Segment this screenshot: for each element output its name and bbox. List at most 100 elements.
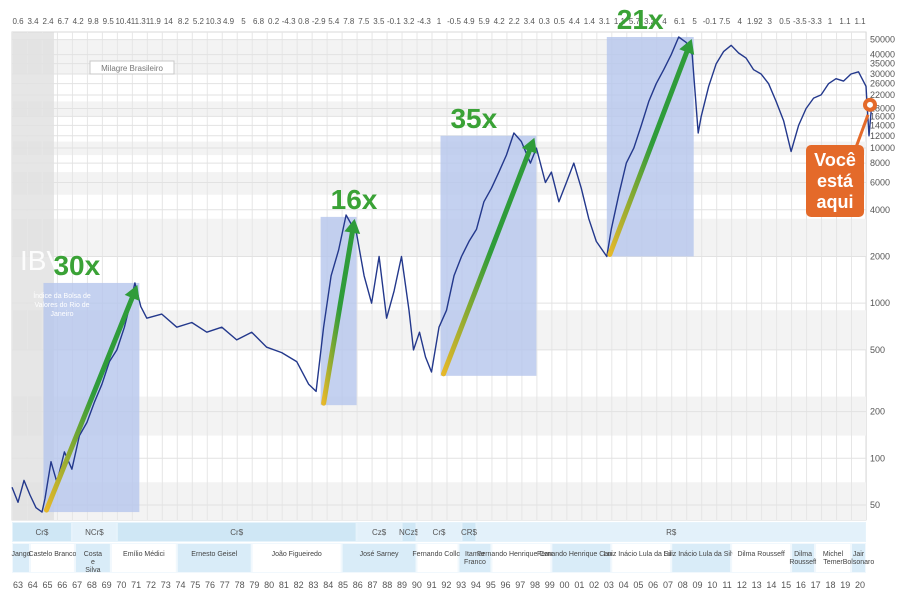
index-subtitle: Índice da Bolsa de Valores do Rio de Janei… bbox=[33, 291, 91, 318]
top-value-label: 5.9 bbox=[479, 17, 491, 26]
x-tick-label: 76 bbox=[205, 580, 215, 590]
x-tick-label: 73 bbox=[161, 580, 171, 590]
top-value-label: 1.92 bbox=[747, 17, 763, 26]
y-tick-label: 40000 bbox=[870, 50, 895, 60]
currency-label: NCz$ bbox=[399, 528, 420, 537]
president-label-line: Castelo Branco bbox=[29, 551, 77, 558]
top-value-label: 0.2 bbox=[268, 17, 280, 26]
top-value-label: 4.4 bbox=[569, 17, 581, 26]
x-tick-label: 14 bbox=[766, 580, 776, 590]
top-value-label: 4.9 bbox=[464, 17, 476, 26]
top-value-label: 4 bbox=[737, 17, 742, 26]
y-tick-label: 50 bbox=[870, 500, 880, 510]
president-segment bbox=[852, 544, 865, 572]
x-tick-label: 02 bbox=[589, 580, 599, 590]
x-tick-label: 66 bbox=[57, 580, 67, 590]
top-value-label: 5 bbox=[241, 17, 246, 26]
president-label-line: Temer bbox=[823, 559, 843, 566]
president-label-line: Jango bbox=[11, 551, 30, 558]
president-label: Luiz Inácio Lula da Silva bbox=[663, 551, 739, 558]
president-label-line: João Figueiredo bbox=[272, 551, 322, 558]
x-tick-label: 16 bbox=[796, 580, 806, 590]
x-tick-label: 10 bbox=[707, 580, 717, 590]
x-tick-label: 68 bbox=[87, 580, 97, 590]
president-segment bbox=[342, 544, 416, 572]
y-tick-label: 30000 bbox=[870, 69, 895, 79]
currency-segment bbox=[462, 523, 476, 541]
president-label-line: Fernando Henrique Cardoso bbox=[537, 551, 626, 558]
horizontal-band-0 bbox=[12, 482, 866, 520]
top-value-label: 1.1 bbox=[854, 17, 866, 26]
currency-label: Cr$ bbox=[433, 528, 446, 537]
top-value-label: 6.1 bbox=[674, 17, 686, 26]
president-segment bbox=[459, 544, 491, 572]
period-label-box bbox=[89, 60, 175, 75]
top-value-label: -0.5 bbox=[447, 17, 461, 26]
top-value-label: 4 bbox=[662, 17, 667, 26]
top-value-label: 3.2 bbox=[644, 17, 656, 26]
currency-label: CR$ bbox=[461, 528, 478, 537]
top-value-label: 0.6 bbox=[12, 17, 24, 26]
top-value-label: -2.9 bbox=[312, 17, 326, 26]
rally-arrow-shaft bbox=[607, 49, 690, 257]
x-tick-label: 95 bbox=[486, 580, 496, 590]
president-label: Emílio Médici bbox=[123, 551, 165, 558]
y-tick-label: 10000 bbox=[870, 143, 895, 153]
x-tick-label: 98 bbox=[530, 580, 540, 590]
top-value-label: 14 bbox=[164, 17, 173, 26]
currency-segment bbox=[477, 523, 865, 541]
y-tick-label: 4000 bbox=[870, 205, 890, 215]
x-tick-label: 87 bbox=[368, 580, 378, 590]
y-tick-label: 2000 bbox=[870, 251, 890, 261]
x-tick-label: 00 bbox=[560, 580, 570, 590]
rally-arrow-shaft bbox=[43, 295, 135, 513]
y-tick-label: 14000 bbox=[870, 120, 895, 130]
president-segment bbox=[492, 544, 551, 572]
x-tick-label: 97 bbox=[515, 580, 525, 590]
president-label: Costa e Silva bbox=[84, 551, 102, 574]
top-value-label: 9.8 bbox=[88, 17, 100, 26]
president-segment bbox=[672, 544, 731, 572]
top-value-label: 1 bbox=[437, 17, 442, 26]
top-value-label: 2.2 bbox=[509, 17, 521, 26]
annotation-text: aqui bbox=[816, 192, 853, 212]
x-tick-label: 70 bbox=[116, 580, 126, 590]
x-tick-label: 74 bbox=[175, 580, 185, 590]
president-segment bbox=[417, 544, 458, 572]
y-tick-label: 26000 bbox=[870, 79, 895, 89]
x-tick-label: 79 bbox=[249, 580, 259, 590]
top-value-label: 4.9 bbox=[223, 17, 235, 26]
horizontal-band-3 bbox=[12, 218, 866, 257]
horizontal-band-1 bbox=[12, 396, 866, 436]
president-segment bbox=[13, 544, 29, 572]
president-label-line: Fernando Collor bbox=[412, 551, 463, 558]
top-value-label: 11.9 bbox=[146, 17, 162, 26]
president-label: Ernesto Geisel bbox=[191, 551, 237, 558]
x-tick-label: 64 bbox=[28, 580, 38, 590]
president-segment bbox=[816, 544, 851, 572]
rally-arrow-head bbox=[679, 38, 695, 55]
x-tick-label: 05 bbox=[633, 580, 643, 590]
x-tick-label: 85 bbox=[338, 580, 348, 590]
president-label-line: Michel bbox=[823, 551, 844, 558]
president-segment bbox=[30, 544, 74, 572]
president-label-line: Fernando Henrique Cardoso bbox=[477, 551, 566, 558]
top-value-label: 4.2 bbox=[73, 17, 85, 26]
president-label-line: Costa bbox=[84, 551, 102, 558]
x-tick-label: 08 bbox=[678, 580, 688, 590]
x-tick-label: 92 bbox=[441, 580, 451, 590]
top-value-label: 3.5 bbox=[373, 17, 385, 26]
y-tick-label: 16000 bbox=[870, 111, 895, 121]
top-value-label: 9.5 bbox=[103, 17, 115, 26]
rally-arrow-shaft bbox=[321, 230, 355, 406]
x-tick-label: 15 bbox=[781, 580, 791, 590]
president-segment bbox=[732, 544, 791, 572]
x-tick-label: 01 bbox=[574, 580, 584, 590]
x-tick-label: 83 bbox=[308, 580, 318, 590]
x-tick-label: 67 bbox=[72, 580, 82, 590]
horizontal-band-4 bbox=[12, 172, 866, 195]
top-value-label: 0.8 bbox=[298, 17, 310, 26]
top-value-label: 5.4 bbox=[328, 17, 340, 26]
rally-arrow-shaft bbox=[440, 148, 532, 377]
x-tick-label: 88 bbox=[382, 580, 392, 590]
